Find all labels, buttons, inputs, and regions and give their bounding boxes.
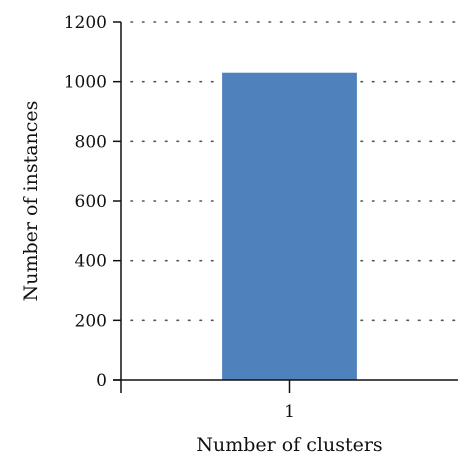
bar [222,72,357,380]
y-tick-label: 800 [75,132,107,152]
axes [113,22,458,393]
x-axis-title: Number of clusters [196,434,382,456]
y-tick-label: 1200 [64,13,107,33]
y-tick-label: 400 [75,252,107,272]
bars [222,72,357,380]
x-axis-ticks: 1 [284,380,295,422]
y-tick-label: 200 [75,311,107,331]
x-tick-label: 1 [284,402,295,422]
y-axis-title: Number of instances [20,101,42,302]
y-tick-label: 600 [75,192,107,212]
y-tick-label: 0 [96,371,107,391]
y-axis-ticks: 0 200 400 600 800 1000 1200 [64,13,121,391]
y-tick-label: 1000 [64,73,107,93]
